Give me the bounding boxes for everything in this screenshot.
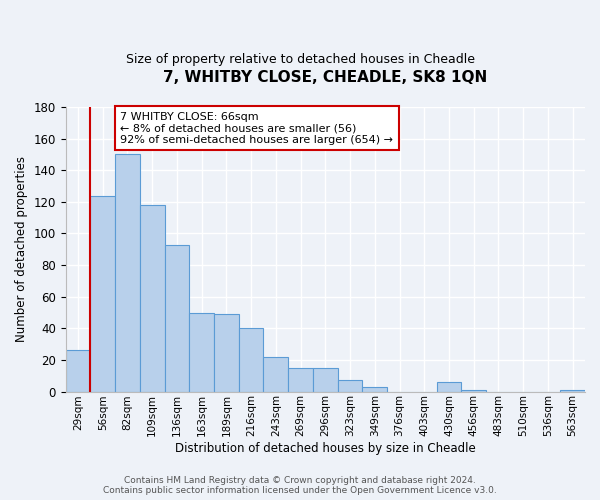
Y-axis label: Number of detached properties: Number of detached properties (15, 156, 28, 342)
Bar (214, 314, 239, 392)
Bar (338, 380, 362, 392)
Bar (239, 328, 263, 392)
Bar (115, 154, 140, 392)
Text: 7 WHITBY CLOSE: 66sqm
← 8% of detached houses are smaller (56)
92% of semi-detac: 7 WHITBY CLOSE: 66sqm ← 8% of detached h… (120, 112, 393, 145)
X-axis label: Distribution of detached houses by size in Cheadle: Distribution of detached houses by size … (175, 442, 476, 455)
Bar (560, 390, 585, 392)
Text: Contains public sector information licensed under the Open Government Licence v3: Contains public sector information licen… (103, 486, 497, 495)
Bar (437, 382, 461, 392)
Title: 7, WHITBY CLOSE, CHEADLE, SK8 1QN: 7, WHITBY CLOSE, CHEADLE, SK8 1QN (163, 70, 487, 85)
Bar (91, 196, 115, 392)
Bar (461, 390, 486, 392)
Bar (313, 368, 338, 392)
Bar (164, 244, 190, 392)
Bar (65, 350, 91, 392)
Bar (140, 205, 164, 392)
Bar (362, 387, 387, 392)
Bar (190, 312, 214, 392)
Text: Contains HM Land Registry data © Crown copyright and database right 2024.: Contains HM Land Registry data © Crown c… (124, 476, 476, 485)
Text: Size of property relative to detached houses in Cheadle: Size of property relative to detached ho… (125, 52, 475, 66)
Bar (263, 357, 288, 392)
Bar (288, 368, 313, 392)
